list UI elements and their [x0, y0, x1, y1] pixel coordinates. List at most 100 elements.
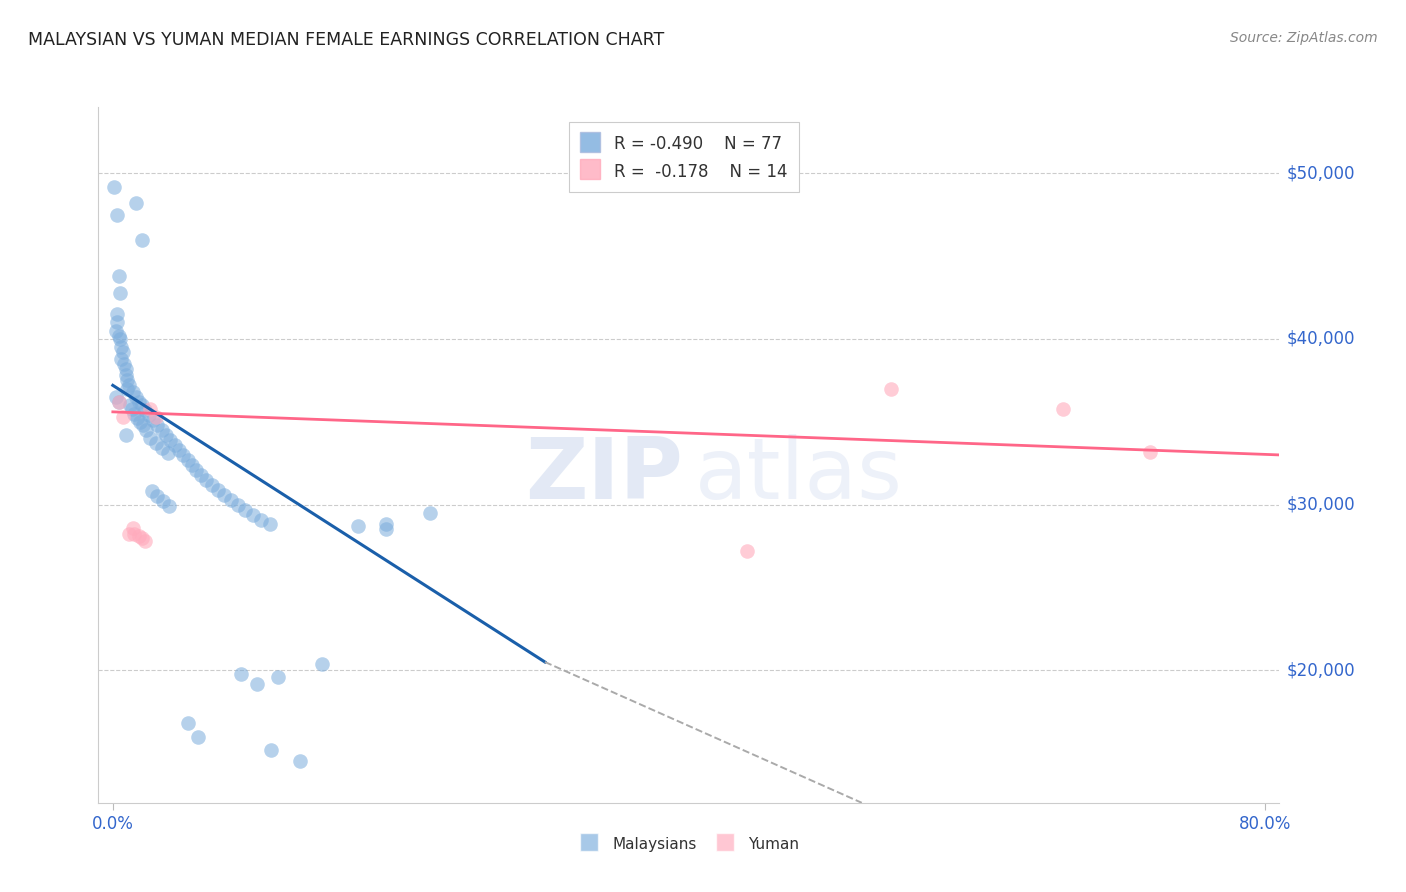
Malaysians [131, 398, 153, 412]
Malaysians [145, 436, 167, 450]
Malaysians [111, 345, 134, 359]
Malaysians [233, 502, 256, 516]
Malaysians [375, 517, 398, 532]
Malaysians [134, 403, 156, 417]
Malaysians [131, 233, 153, 247]
Malaysians [150, 423, 173, 437]
Yuman [124, 527, 146, 541]
Malaysians [190, 467, 212, 482]
Malaysians [112, 357, 135, 371]
Yuman [111, 409, 134, 424]
Malaysians [375, 523, 398, 537]
Malaysians [260, 743, 283, 757]
Yuman [139, 401, 162, 416]
Malaysians [267, 670, 290, 684]
Malaysians [115, 382, 138, 396]
Text: MALAYSIAN VS YUMAN MEDIAN FEMALE EARNINGS CORRELATION CHART: MALAYSIAN VS YUMAN MEDIAN FEMALE EARNING… [28, 31, 665, 49]
Yuman [1139, 444, 1161, 458]
Malaysians [195, 473, 218, 487]
Malaysians [419, 506, 441, 520]
Malaysians [141, 484, 163, 499]
Text: $30,000: $30,000 [1286, 496, 1355, 514]
Malaysians [105, 208, 128, 222]
Malaysians [132, 418, 155, 433]
Malaysians [114, 361, 136, 376]
Malaysians [129, 415, 152, 429]
Yuman [1052, 401, 1074, 416]
Malaysians [157, 500, 180, 514]
Malaysians [110, 340, 132, 354]
Malaysians [125, 196, 148, 211]
Malaysians [219, 492, 242, 507]
Text: $40,000: $40,000 [1286, 330, 1355, 348]
Malaysians [107, 328, 129, 343]
Malaysians [118, 378, 141, 392]
Malaysians [212, 488, 235, 502]
Malaysians [142, 413, 165, 427]
Malaysians [120, 398, 142, 412]
Malaysians [201, 477, 224, 491]
Malaysians [152, 494, 174, 508]
Malaysians [125, 390, 148, 404]
Malaysians [146, 489, 169, 503]
Text: Source: ZipAtlas.com: Source: ZipAtlas.com [1230, 31, 1378, 45]
Yuman [122, 521, 145, 535]
Malaysians [114, 368, 136, 383]
Yuman [134, 534, 156, 549]
Malaysians [103, 179, 125, 194]
Malaysians [150, 442, 173, 456]
Malaysians [288, 755, 311, 769]
Text: atlas: atlas [695, 434, 903, 517]
Malaysians [181, 458, 204, 472]
Malaysians [128, 395, 150, 409]
Malaysians [110, 351, 132, 366]
Malaysians [124, 407, 146, 421]
Malaysians [108, 285, 131, 300]
Malaysians [207, 483, 229, 497]
Yuman [118, 527, 141, 541]
Malaysians [105, 307, 128, 321]
Malaysians [114, 428, 136, 442]
Malaysians [107, 395, 129, 409]
Malaysians [138, 408, 160, 422]
Malaysians [139, 431, 162, 445]
Malaysians [107, 268, 129, 283]
Legend: Malaysians, Yuman: Malaysians, Yuman [572, 830, 806, 858]
Malaysians [104, 324, 127, 338]
Yuman [131, 531, 153, 545]
Malaysians [115, 373, 138, 387]
Yuman [145, 409, 167, 424]
Malaysians [226, 498, 249, 512]
Malaysians [242, 508, 264, 522]
Malaysians [186, 463, 208, 477]
Malaysians [163, 438, 186, 452]
Malaysians [127, 411, 149, 425]
Text: $50,000: $50,000 [1286, 164, 1355, 182]
Malaysians [122, 384, 145, 399]
Malaysians [121, 401, 143, 416]
Malaysians [108, 332, 131, 346]
Malaysians [146, 418, 169, 433]
Malaysians [311, 657, 333, 671]
Malaysians [246, 676, 269, 690]
Malaysians [155, 428, 177, 442]
Yuman [107, 395, 129, 409]
Malaysians [159, 433, 181, 447]
Yuman [879, 382, 901, 396]
Malaysians [187, 730, 209, 744]
Malaysians [177, 453, 200, 467]
Malaysians [135, 423, 157, 437]
Malaysians [229, 666, 252, 681]
Malaysians [177, 716, 200, 731]
Malaysians [104, 390, 127, 404]
Malaysians [259, 517, 281, 532]
Malaysians [105, 315, 128, 329]
Yuman [735, 544, 758, 558]
Text: ZIP: ZIP [526, 434, 683, 517]
Text: $20,000: $20,000 [1286, 661, 1355, 680]
Malaysians [156, 446, 179, 460]
Yuman [128, 529, 150, 543]
Malaysians [250, 512, 273, 526]
Malaysians [167, 442, 190, 457]
Malaysians [172, 448, 194, 462]
